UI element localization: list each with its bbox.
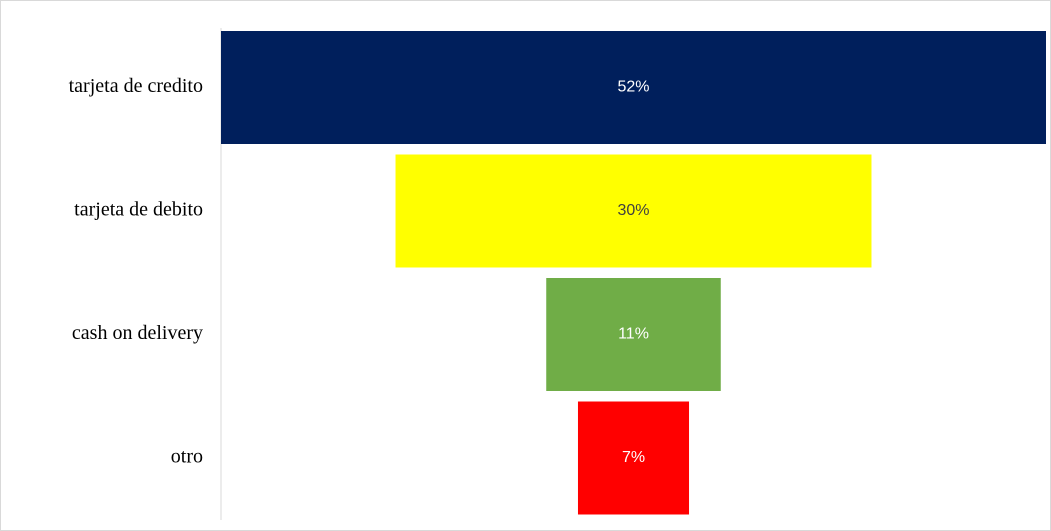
value-label: 30% xyxy=(617,202,649,219)
funnel-bar xyxy=(546,278,721,391)
value-label: 11% xyxy=(618,326,649,343)
category-label: otro xyxy=(171,446,203,468)
value-label: 7% xyxy=(622,449,645,466)
category-label: cash on delivery xyxy=(72,322,203,344)
value-label: 52% xyxy=(617,79,649,96)
category-label: tarjeta de debito xyxy=(74,199,203,221)
funnel-bar xyxy=(221,31,1046,144)
funnel-bar xyxy=(577,401,690,515)
funnel-bar xyxy=(395,154,872,268)
category-label: tarjeta de credito xyxy=(69,75,203,97)
